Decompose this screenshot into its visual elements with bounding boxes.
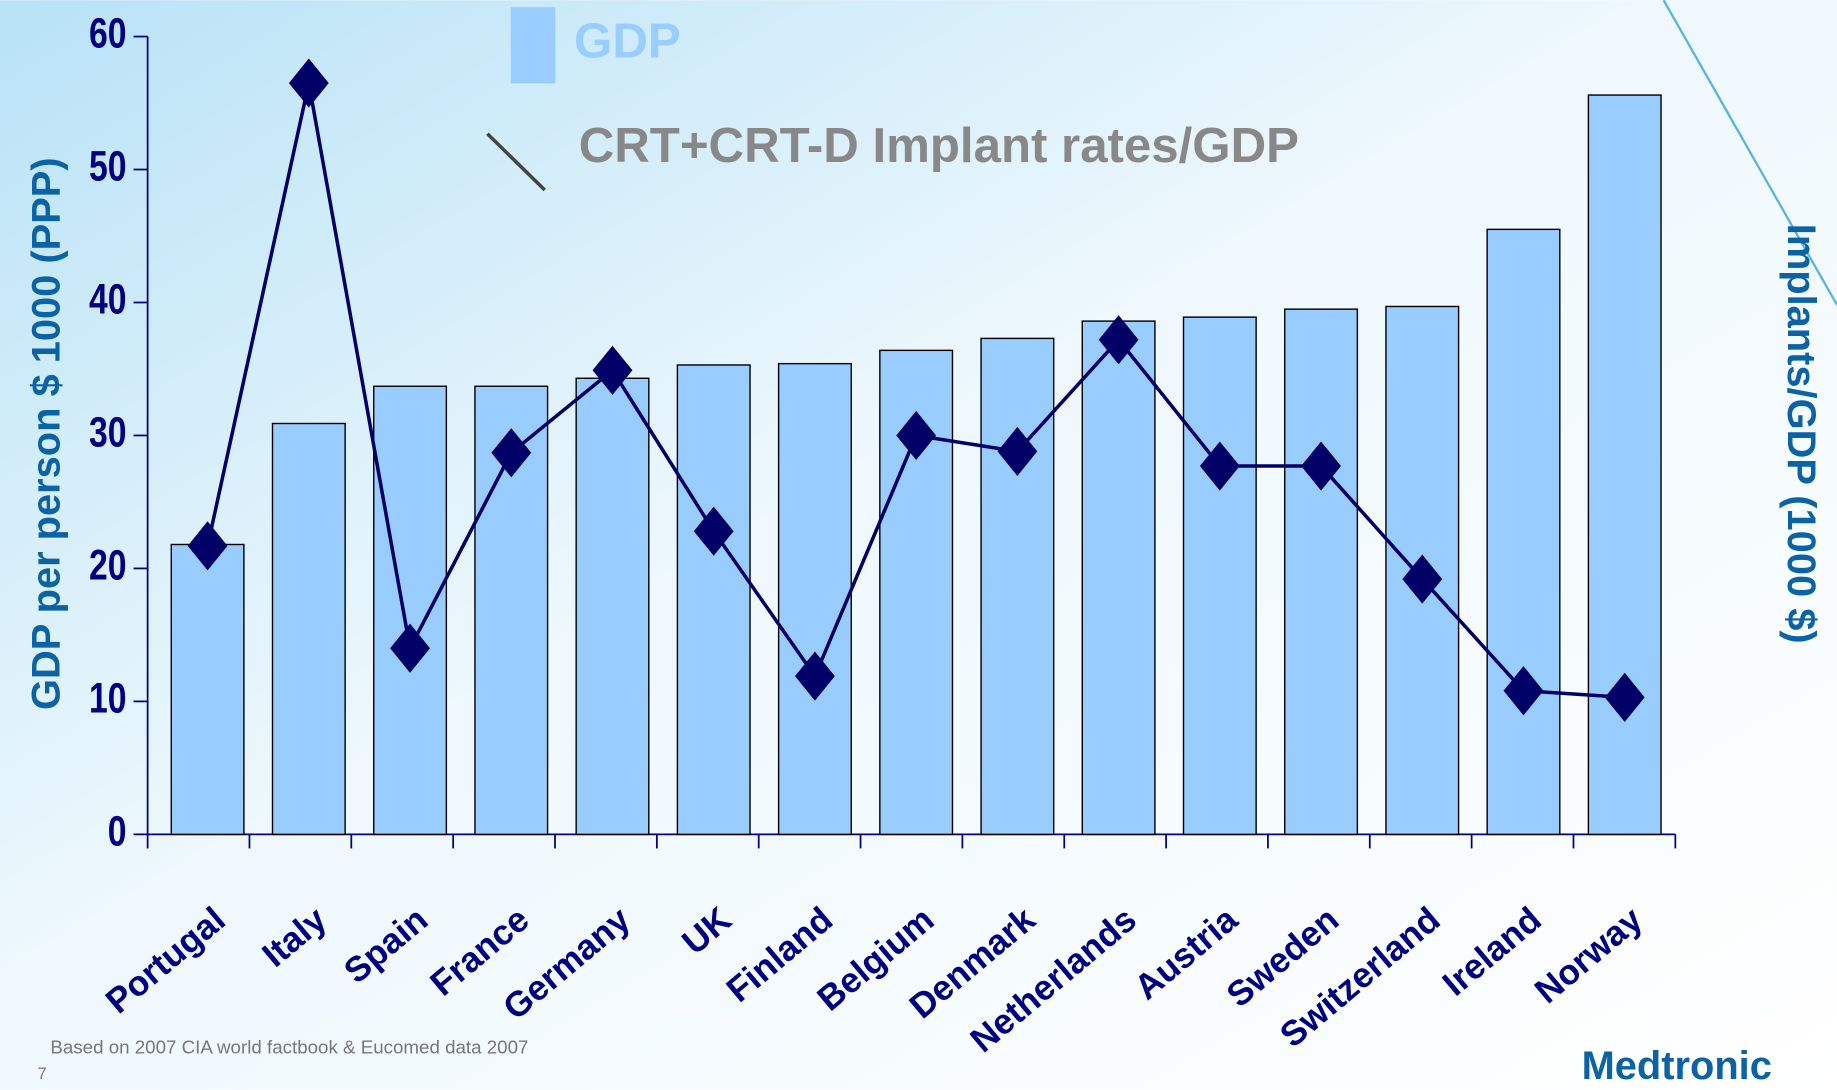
bar <box>170 543 245 836</box>
bar <box>980 337 1055 836</box>
bar <box>1081 320 1156 836</box>
logo: Medtronic <box>1582 1044 1772 1088</box>
bar <box>676 364 751 836</box>
bar <box>575 377 650 836</box>
note: Based on 2007 CIA world factbook & Eucom… <box>50 1037 528 1058</box>
bar <box>1587 94 1662 836</box>
marker <box>1098 315 1139 365</box>
bar <box>1486 228 1561 836</box>
y-tick-label: 60 <box>89 10 127 57</box>
bar <box>373 385 448 836</box>
marker <box>795 651 835 701</box>
legend-swatch <box>510 7 556 84</box>
marker <box>288 58 329 108</box>
y-tick-label: 30 <box>89 409 127 456</box>
bar <box>1182 316 1257 836</box>
y-tick-label: 10 <box>89 675 127 722</box>
marker <box>1199 441 1240 491</box>
marker <box>1402 554 1443 604</box>
y2-axis-title: Implants/GDP (1000 $) <box>1779 224 1823 644</box>
y-tick-label: 20 <box>89 542 127 589</box>
marker <box>693 506 734 556</box>
bar <box>777 362 852 836</box>
bar <box>271 422 346 836</box>
marker <box>1503 666 1544 716</box>
y-tick-label: 40 <box>89 276 127 323</box>
marker <box>997 426 1038 477</box>
y-axis-title: GDP per person $ 1000 (PPP) <box>25 157 69 710</box>
legend-label: GDP <box>574 14 681 69</box>
page-number: 7 <box>37 1065 46 1083</box>
bar <box>1284 308 1359 836</box>
y-tick-label: 0 <box>108 808 127 855</box>
decoration <box>1662 0 1837 306</box>
marker <box>187 521 228 571</box>
marker <box>1301 441 1341 491</box>
legend-label: CRT+CRT-D Implant rates/GDP <box>579 118 1299 173</box>
legend-swatch <box>486 132 547 192</box>
y-tick-label: 50 <box>89 143 127 190</box>
marker <box>592 345 633 395</box>
